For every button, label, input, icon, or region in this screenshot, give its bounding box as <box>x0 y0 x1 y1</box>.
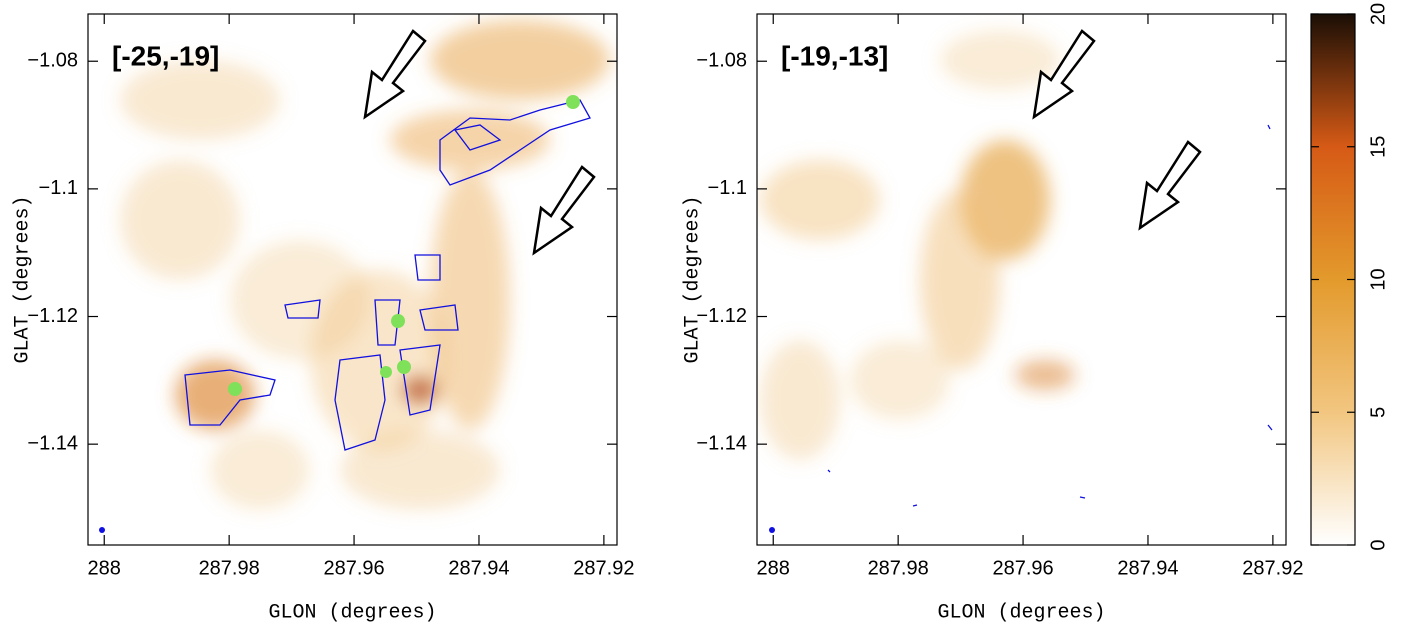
x-tick-label: 287.98 <box>868 557 929 579</box>
colorbar-tick-label: 0 <box>1367 539 1389 550</box>
y-tick-label: −1.14 <box>696 432 747 454</box>
colorbar-tick-label: 10 <box>1367 268 1389 290</box>
x-axis-label: GLON (degrees) <box>937 601 1105 624</box>
x-tick-label: 287.94 <box>448 557 509 579</box>
colorbar-tick-label: 20 <box>1367 3 1389 25</box>
panel-label: [-25,-19] <box>112 40 219 71</box>
contours <box>769 124 1273 533</box>
colorbar-tick-label: 5 <box>1367 407 1389 418</box>
emission-map <box>120 20 610 510</box>
y-tick-label: −1.1 <box>708 177 747 199</box>
y-tick-label: −1.12 <box>27 305 78 327</box>
panel-label: [-19,-13] <box>781 40 888 71</box>
x-tick-label: 287.96 <box>992 557 1053 579</box>
plot-frame <box>756 13 1287 546</box>
x-tick-label: 287.92 <box>1242 557 1303 579</box>
y-tick-label: −1.12 <box>696 305 747 327</box>
colorbar-tick-label: 15 <box>1367 136 1389 158</box>
y-tick-label: −1.08 <box>696 50 747 72</box>
x-axis-label: GLON (degrees) <box>268 601 436 624</box>
emission-map <box>760 30 1075 460</box>
y-tick-label: −1.14 <box>27 432 78 454</box>
y-tick-label: −1.1 <box>39 177 78 199</box>
x-tick-label: 288 <box>88 557 121 579</box>
x-tick-label: 287.98 <box>199 557 260 579</box>
x-tick-label: 287.92 <box>573 557 634 579</box>
y-axis-label: GLAT (degrees) <box>681 195 704 363</box>
y-axis-label: GLAT (degrees) <box>11 195 34 363</box>
x-tick-label: 287.96 <box>323 557 384 579</box>
x-tick-label: 287.94 <box>1117 557 1178 579</box>
contours <box>99 95 591 533</box>
x-tick-label: 288 <box>757 557 790 579</box>
plot-frame <box>87 13 618 546</box>
y-tick-label: −1.08 <box>27 50 78 72</box>
arrows <box>363 29 1202 256</box>
